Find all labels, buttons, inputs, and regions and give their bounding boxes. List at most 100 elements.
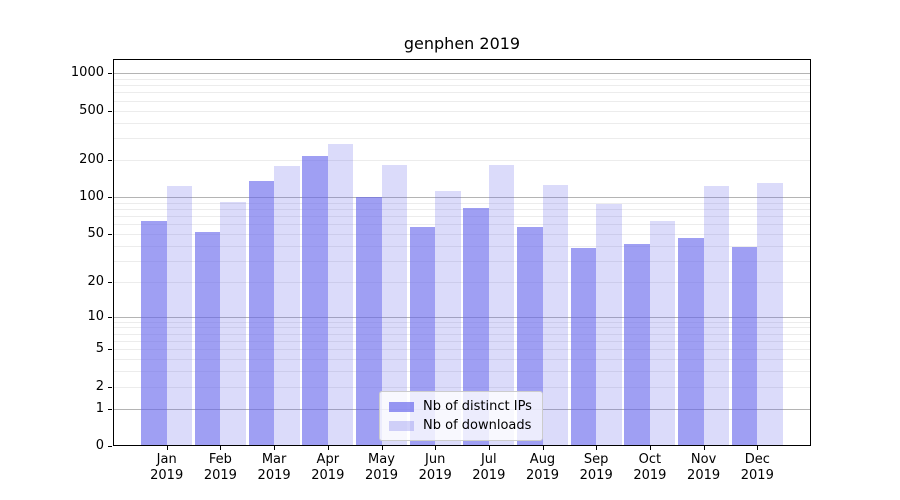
x-tick-label-line: Oct — [638, 452, 662, 467]
legend-entry-downloads: Nb of downloads — [389, 416, 533, 435]
x-tick-label-line: 2019 — [418, 468, 452, 483]
bar-downloads-dec — [757, 182, 783, 446]
x-tick-mark — [220, 446, 222, 450]
gridline-minor — [113, 333, 811, 335]
bar-distinct-ips-mar — [248, 180, 275, 446]
bar-downloads-oct — [649, 220, 676, 446]
x-tick-label: May 2019 — [350, 452, 414, 484]
x-tick-label-line: Sep — [583, 452, 609, 467]
x-tick-label-line: Jun — [425, 452, 446, 467]
x-tick-label-line: 2019 — [364, 468, 399, 483]
bar-distinct-ips-apr — [302, 155, 328, 446]
y-tick-mark — [108, 196, 112, 198]
x-tick-mark — [596, 446, 598, 450]
y-tick-mark — [108, 316, 112, 318]
bar-downloads-feb — [220, 202, 246, 446]
legend-label-downloads: Nb of downloads — [423, 418, 532, 433]
x-tick-label-line: 2019 — [203, 468, 237, 483]
x-tick-label-line: Jan — [156, 452, 177, 467]
bar-downloads-mar — [274, 166, 300, 446]
bar-distinct-ips-sep — [570, 248, 597, 446]
x-tick-label-line: 2019 — [311, 468, 345, 483]
x-tick-label: Sep 2019 — [564, 452, 628, 484]
gridline-minor — [113, 233, 811, 235]
gridline-minor — [113, 281, 811, 283]
gridline-minor — [113, 138, 811, 139]
gridline-minor — [113, 208, 811, 210]
bars-layer — [113, 59, 811, 446]
x-tick-label: Apr 2019 — [296, 452, 360, 484]
legend: Nb of distinct IPs Nb of downloads — [379, 391, 543, 441]
x-tick-label-line: May — [368, 452, 395, 467]
x-tick-label: Dec 2019 — [725, 452, 789, 484]
gridline-major — [113, 316, 811, 318]
bar-downloads-apr — [327, 143, 354, 446]
chart-title: genphen 2019 — [403, 34, 521, 53]
legend-swatch-downloads — [389, 420, 414, 431]
y-tick-label: 1 — [95, 400, 104, 416]
y-tick-mark — [108, 73, 112, 75]
x-tick-label-line: Jul — [480, 452, 497, 467]
gridline-minor — [113, 341, 811, 342]
x-tick-label-line: Nov — [690, 452, 717, 467]
bar-distinct-ips-oct — [624, 244, 650, 446]
gridline-minor — [113, 110, 811, 112]
gridline-minor — [113, 349, 811, 351]
x-tick-label: Nov 2019 — [672, 452, 736, 484]
legend-swatch-distinct-ips — [389, 401, 414, 412]
bar-distinct-ips-nov — [678, 238, 704, 446]
y-tick-label: 5 — [95, 341, 104, 357]
gridline-minor — [113, 159, 811, 161]
x-tick-label-line: Aug — [529, 452, 556, 467]
bar-downloads-nov — [703, 185, 730, 446]
bar-distinct-ips-may — [356, 196, 382, 446]
y-tick-label: 20 — [87, 273, 104, 289]
y-tick-label: 100 — [79, 188, 104, 204]
y-tick-mark — [108, 110, 112, 112]
y-tick-label: 1000 — [70, 65, 104, 81]
gridline-minor — [113, 245, 811, 247]
gridline-minor — [113, 92, 811, 94]
gridline-major — [113, 73, 811, 75]
y-tick-mark — [108, 281, 112, 283]
x-tick-label-line: 2019 — [150, 468, 184, 483]
x-tick-label: Jan 2019 — [135, 452, 199, 484]
y-tick-mark — [108, 446, 112, 447]
y-tick-mark — [108, 233, 112, 235]
y-tick-label: 2 — [95, 378, 104, 394]
legend-label-distinct-ips: Nb of distinct IPs — [423, 399, 532, 414]
y-tick-mark — [108, 349, 112, 351]
x-tick-mark — [327, 446, 329, 450]
x-tick-label: Jun 2019 — [403, 452, 467, 484]
x-tick-label-line: Mar — [261, 452, 287, 467]
bar-downloads-aug — [542, 185, 568, 446]
gridline-minor — [113, 100, 811, 102]
x-tick-mark — [435, 446, 437, 450]
y-tick-mark — [108, 408, 112, 410]
x-tick-label-line: 2019 — [472, 468, 506, 483]
plot-area: Nb of distinct IPs Nb of downloads 0 1 2 5 1… — [71, 59, 811, 483]
y-tick-label: 10 — [87, 308, 104, 324]
gridline-minor — [113, 386, 811, 388]
bar-distinct-ips-dec — [731, 246, 758, 446]
x-tick-label: Aug 2019 — [511, 452, 575, 484]
x-tick-label-line: 2019 — [740, 468, 774, 483]
x-tick-label-line: 2019 — [633, 468, 667, 483]
x-tick-mark — [274, 446, 276, 450]
y-tick-mark — [108, 159, 112, 161]
grid-layer — [113, 59, 811, 446]
x-tick-label-line: Dec — [744, 452, 770, 467]
bar-distinct-ips-jan — [141, 220, 167, 446]
gridline-minor — [113, 359, 811, 361]
gridline-minor — [113, 321, 811, 323]
x-tick-label-line: 2019 — [257, 468, 291, 483]
x-tick-label-line: Apr — [316, 452, 340, 467]
x-tick-mark — [757, 446, 759, 450]
x-tick-label-line: Feb — [208, 452, 232, 467]
y-tick-label: 0 — [95, 438, 104, 453]
gridline-minor — [113, 216, 811, 217]
x-tick-mark — [649, 446, 651, 450]
x-tick-label-line: 2019 — [687, 468, 721, 483]
y-tick-label: 500 — [79, 102, 104, 118]
